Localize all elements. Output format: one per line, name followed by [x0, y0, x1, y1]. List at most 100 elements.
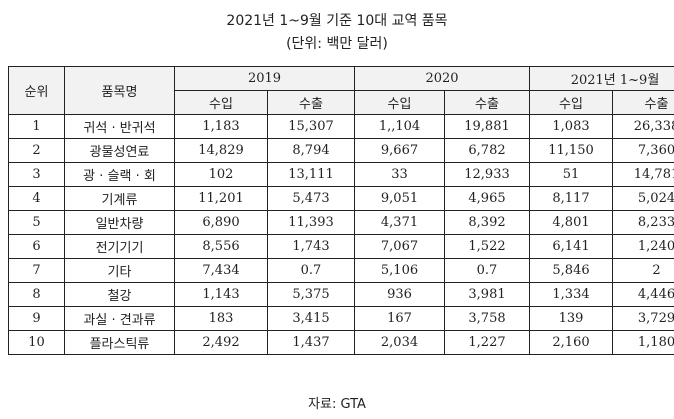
- import-value-cell: 14,829: [174, 138, 268, 163]
- import-value-cell: 5,106: [354, 258, 445, 283]
- export-value-cell: 0.7: [267, 258, 355, 283]
- rank-cell: 6: [8, 234, 65, 259]
- export-value-cell: 12,933: [444, 162, 530, 187]
- export-value-cell: 13,111: [267, 162, 355, 187]
- item-name-cell: 일반차량: [64, 210, 175, 235]
- rank-cell: 4: [8, 186, 65, 211]
- import-value-cell: 8,117: [529, 186, 613, 211]
- rank-cell: 7: [8, 258, 65, 283]
- export-value-cell: 5,024: [611, 186, 674, 211]
- table-row: 1 귀석 · 반귀석 1,183 15,307 1,,104 19,881 1,083 26,…: [8, 114, 674, 139]
- table-row: 6 전기기기 8,556 1,743 7,067 1,522 6,141 1,240: [8, 234, 674, 259]
- export-value-cell: 26,338: [611, 114, 674, 139]
- trade-table: 순위 품목명 2019 2020 2021년 1~9월 수입 수출 수입 수출 …: [8, 66, 674, 355]
- header-year-2019: 2019: [174, 66, 355, 91]
- item-name-cell: 기계류: [64, 186, 175, 211]
- header-import: 수입: [529, 90, 613, 115]
- import-value-cell: 9,051: [354, 186, 445, 211]
- import-value-cell: 1,183: [174, 114, 268, 139]
- export-value-cell: 1,227: [444, 330, 530, 355]
- import-value-cell: 936: [354, 282, 445, 307]
- header-year-2020: 2020: [354, 66, 530, 91]
- item-name-cell: 철강: [64, 282, 175, 307]
- export-value-cell: 8,233: [611, 210, 674, 235]
- rank-cell: 5: [8, 210, 65, 235]
- table-row: 8 철강 1,143 5,375 936 3,981 1,334 4,446: [8, 282, 674, 307]
- item-name-cell: 광 · 슬랙 · 회: [64, 162, 175, 187]
- export-value-cell: 4,965: [444, 186, 530, 211]
- item-name-cell: 과실 · 견과류: [64, 306, 175, 331]
- table-title: 2021년 1~9월 기준 10대 교역 품목: [226, 13, 448, 29]
- header-item: 품목명: [64, 66, 175, 115]
- import-value-cell: 5,846: [529, 258, 613, 283]
- import-value-cell: 139: [529, 306, 613, 331]
- item-name-cell: 기타: [64, 258, 175, 283]
- export-value-cell: 7,360: [611, 138, 674, 163]
- export-value-cell: 15,307: [267, 114, 355, 139]
- item-name-cell: 귀석 · 반귀석: [64, 114, 175, 139]
- import-value-cell: 9,667: [354, 138, 445, 163]
- rank-cell: 8: [8, 282, 65, 307]
- export-value-cell: 1,240: [611, 234, 674, 259]
- export-value-cell: 0.7: [444, 258, 530, 283]
- export-value-cell: 8,392: [444, 210, 530, 235]
- rank-cell: 10: [8, 330, 65, 355]
- import-value-cell: 51: [529, 162, 613, 187]
- export-value-cell: 5,375: [267, 282, 355, 307]
- export-value-cell: 3,981: [444, 282, 530, 307]
- table-unit: (단위: 백만 달러): [286, 36, 388, 52]
- table-row: 9 과실 · 견과류 183 3,415 167 3,758 139 3,729: [8, 306, 674, 331]
- import-value-cell: 7,434: [174, 258, 268, 283]
- export-value-cell: 4,446: [611, 282, 674, 307]
- import-value-cell: 2,034: [354, 330, 445, 355]
- table-row: 5 일반차량 6,890 11,393 4,371 8,392 4,801 8,233: [8, 210, 674, 235]
- header-export: 수출: [267, 90, 355, 115]
- export-value-cell: 6,782: [444, 138, 530, 163]
- export-value-cell: 14,781: [611, 162, 674, 187]
- import-value-cell: 102: [174, 162, 268, 187]
- import-value-cell: 4,371: [354, 210, 445, 235]
- rank-cell: 2: [8, 138, 65, 163]
- import-value-cell: 1,143: [174, 282, 268, 307]
- table-row: 7 기타 7,434 0.7 5,106 0.7 5,846 2: [8, 258, 674, 283]
- export-value-cell: 1,522: [444, 234, 530, 259]
- export-value-cell: 3,415: [267, 306, 355, 331]
- import-value-cell: 8,556: [174, 234, 268, 259]
- rank-cell: 3: [8, 162, 65, 187]
- export-value-cell: 8,794: [267, 138, 355, 163]
- import-value-cell: 2,160: [529, 330, 613, 355]
- import-value-cell: 4,801: [529, 210, 613, 235]
- export-value-cell: 3,729: [611, 306, 674, 331]
- item-name-cell: 전기기기: [64, 234, 175, 259]
- import-value-cell: 1,,104: [354, 114, 445, 139]
- import-value-cell: 6,890: [174, 210, 268, 235]
- header-export: 수출: [444, 90, 530, 115]
- export-value-cell: 11,393: [267, 210, 355, 235]
- table-row: 10 플라스틱류 2,492 1,437 2,034 1,227 2,160 1,180: [8, 330, 674, 355]
- table-row: 2 광물성연료 14,829 8,794 9,667 6,782 11,150 7,360: [8, 138, 674, 163]
- table-body: 1 귀석 · 반귀석 1,183 15,307 1,,104 19,881 1,083 26,…: [8, 114, 674, 355]
- import-value-cell: 2,492: [174, 330, 268, 355]
- export-value-cell: 2: [611, 258, 674, 283]
- header-import: 수입: [354, 90, 445, 115]
- item-name-cell: 광물성연료: [64, 138, 175, 163]
- header-import: 수입: [174, 90, 268, 115]
- import-value-cell: 33: [354, 162, 445, 187]
- import-value-cell: 1,083: [529, 114, 613, 139]
- import-value-cell: 11,201: [174, 186, 268, 211]
- export-value-cell: 1,180: [611, 330, 674, 355]
- header-export: 수출: [611, 90, 674, 115]
- source-note: 자료: GTA: [308, 397, 366, 412]
- export-value-cell: 3,758: [444, 306, 530, 331]
- import-value-cell: 7,067: [354, 234, 445, 259]
- import-value-cell: 11,150: [529, 138, 613, 163]
- import-value-cell: 167: [354, 306, 445, 331]
- export-value-cell: 19,881: [444, 114, 530, 139]
- import-value-cell: 183: [174, 306, 268, 331]
- export-value-cell: 1,743: [267, 234, 355, 259]
- header-rank: 순위: [8, 66, 65, 115]
- export-value-cell: 5,473: [267, 186, 355, 211]
- table-row: 4 기계류 11,201 5,473 9,051 4,965 8,117 5,024: [8, 186, 674, 211]
- item-name-cell: 플라스틱류: [64, 330, 175, 355]
